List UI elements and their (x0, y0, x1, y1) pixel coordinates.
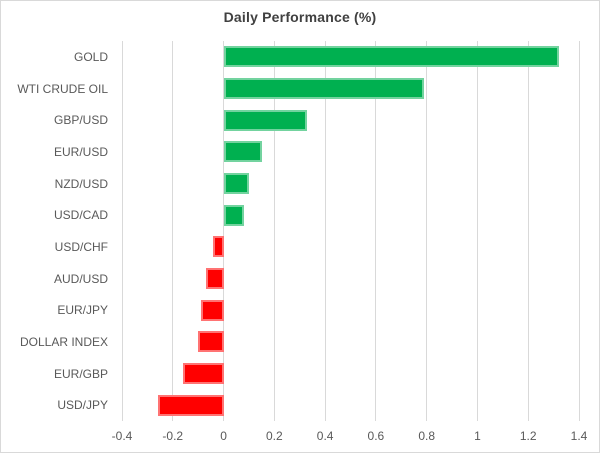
category-label: GBP/USD (53, 113, 108, 128)
bar-gbp-usd (223, 109, 308, 131)
x-tick-label: 0.2 (265, 429, 283, 443)
gridline (476, 41, 478, 421)
x-tick-label: -0.4 (111, 429, 133, 443)
category-label: NZD/USD (54, 176, 108, 191)
bar-aud-usd (205, 268, 224, 289)
category-label: DOLLAR INDEX (19, 334, 108, 349)
chart-title: Daily Performance (%) (223, 9, 377, 25)
gridline (223, 41, 225, 421)
bar-usd-jpy (157, 394, 224, 416)
bar-usd-cad (223, 204, 244, 226)
bar-gold (223, 46, 559, 68)
x-tick-label: 0.4 (316, 429, 334, 443)
bar-wti-crude-oil (223, 78, 425, 99)
x-tick-label: -0.2 (162, 429, 184, 443)
gridline (273, 41, 275, 421)
plot-area (121, 41, 580, 421)
category-label: AUD/USD (53, 271, 108, 286)
bar-eur-jpy (200, 299, 224, 321)
category-label: GOLD (73, 49, 108, 64)
category-label: USD/JPY (57, 398, 108, 413)
gridline (324, 41, 326, 421)
gridline (578, 41, 580, 421)
bar-dollar-index (198, 331, 224, 353)
category-label: USD/CHF (54, 239, 108, 254)
category-label: EUR/JPY (57, 303, 108, 318)
x-tick-label: 0.8 (418, 429, 435, 443)
x-tick-label: 1.2 (519, 429, 537, 443)
category-label: USD/CAD (53, 208, 108, 223)
bar-eur-usd (223, 141, 262, 163)
gridline (426, 41, 428, 421)
gridline (121, 41, 123, 421)
bar-eur-gbp (182, 363, 224, 384)
x-tick-label: 0.6 (367, 429, 385, 443)
category-label: EUR/GBP (53, 366, 108, 381)
bar-usd-chf (213, 236, 224, 258)
gridline (375, 41, 377, 421)
category-label: WTI CRUDE OIL (17, 81, 108, 96)
x-tick-label: 0 (220, 429, 227, 443)
category-label: EUR/USD (53, 144, 108, 159)
gridline (172, 41, 174, 421)
gridline (527, 41, 529, 421)
x-tick-label: 1 (474, 429, 481, 443)
x-tick-label: 1.4 (570, 429, 588, 443)
bar-nzd-usd (223, 173, 249, 194)
